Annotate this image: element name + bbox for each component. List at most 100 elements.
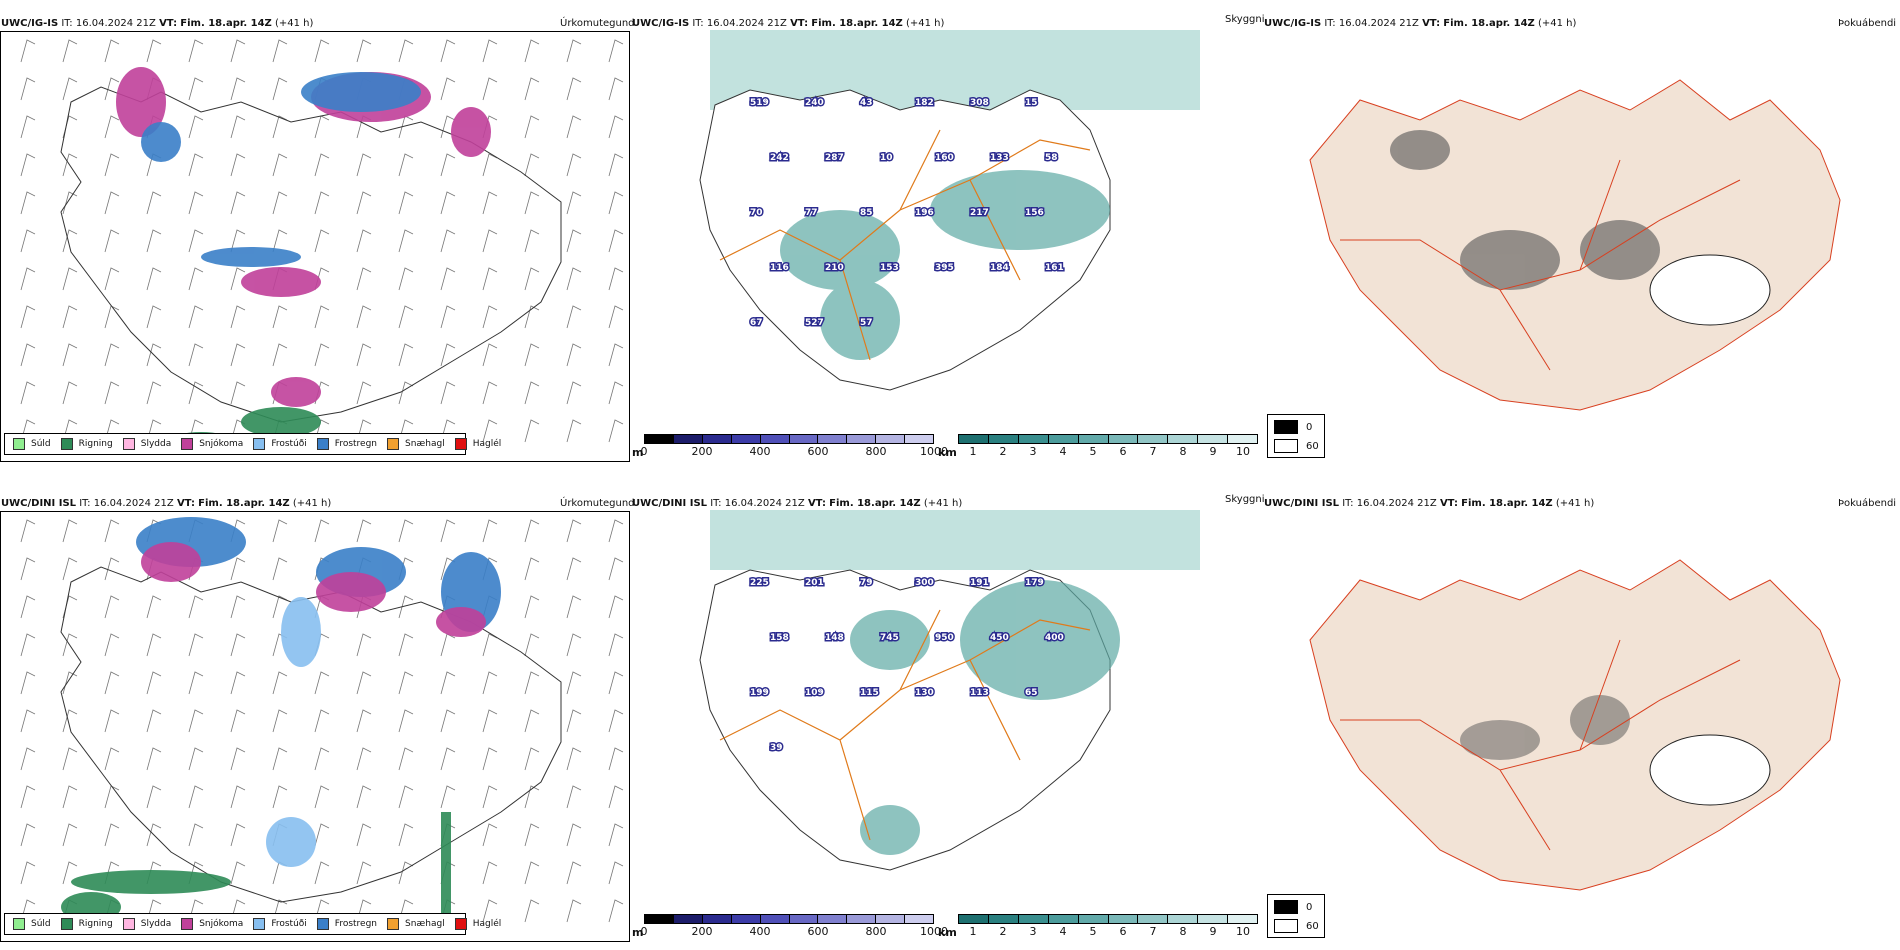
wind-barb bbox=[272, 305, 288, 329]
wind-barb bbox=[440, 267, 456, 291]
colorbar-cell bbox=[702, 435, 732, 443]
visibility-colorbar-2: 1 2 3 4 5 6 7 8 9 10 bbox=[958, 914, 1258, 938]
colorbar-cell bbox=[645, 435, 674, 443]
wind-barb bbox=[62, 747, 78, 771]
legend-item: Snjókoma bbox=[181, 438, 243, 450]
wind-barb bbox=[440, 519, 456, 543]
wind-barb bbox=[20, 39, 36, 63]
visibility-map-2[interactable]: 225 201 79 300 191 179 158 148 745 950 450 400 199 10… bbox=[640, 510, 1240, 910]
wind-barb bbox=[482, 519, 498, 543]
wind-barb bbox=[20, 191, 36, 215]
legend-swatch bbox=[316, 438, 329, 450]
legend-item: Haglél bbox=[454, 918, 501, 930]
colorbar-tick: 1 bbox=[969, 925, 977, 938]
wind-barb bbox=[566, 77, 582, 101]
wind-barb bbox=[608, 785, 624, 809]
wind-barb bbox=[440, 747, 456, 771]
cloudbase-label: 115 bbox=[860, 688, 879, 698]
legend-swatch bbox=[253, 918, 266, 930]
wind-barb bbox=[356, 633, 372, 657]
legend-item: Haglél bbox=[454, 438, 501, 450]
iceland-outline bbox=[60, 86, 562, 423]
wind-barb bbox=[440, 557, 456, 581]
wind-barb bbox=[608, 595, 624, 619]
precip-map-2[interactable] bbox=[0, 511, 630, 942]
cloudbase-label: 199 bbox=[750, 688, 769, 698]
wind-barb bbox=[188, 381, 204, 405]
colorbar-cell bbox=[1138, 915, 1169, 923]
wind-barb bbox=[398, 823, 414, 847]
fog-map-1[interactable] bbox=[1300, 40, 1860, 420]
wind-barb bbox=[356, 519, 372, 543]
colorbar-cell bbox=[731, 915, 761, 923]
wind-barb bbox=[524, 633, 540, 657]
wind-barb bbox=[314, 747, 330, 771]
wind-barb bbox=[20, 557, 36, 581]
wind-barb bbox=[62, 229, 78, 253]
wind-barb bbox=[608, 861, 624, 885]
colorbar-tick: 6 bbox=[1119, 925, 1127, 938]
wind-barb bbox=[482, 899, 498, 923]
fog-map-2[interactable] bbox=[1300, 520, 1860, 900]
panel-header-precip-2: UWC/DINI ISL IT: 16.04.2024 21Z VT: Fim.… bbox=[1, 498, 332, 509]
wind-barb bbox=[482, 785, 498, 809]
colorbar-cell bbox=[959, 435, 989, 443]
wind-barb bbox=[20, 861, 36, 885]
wind-barb bbox=[230, 115, 246, 139]
cloudbase-label: 527 bbox=[805, 318, 824, 328]
colorbar-tick: 600 bbox=[807, 925, 829, 938]
wind-barb bbox=[440, 633, 456, 657]
panel-header-visibility-2: UWC/DINI ISL IT: 16.04.2024 21Z VT: Fim.… bbox=[632, 498, 963, 509]
precip-map-svg-2 bbox=[20, 517, 624, 932]
colorbar-tick: 4 bbox=[1059, 925, 1067, 938]
colorbar-cell bbox=[988, 915, 1019, 923]
visibility-map-1[interactable]: 519 240 43 182 308 15 242 287 10 160 133 58 70 77 85 19… bbox=[640, 30, 1240, 430]
cloudbase-label: 184 bbox=[990, 263, 1009, 273]
fog-legend-2: 0 60 bbox=[1267, 894, 1325, 938]
colorbar-cell bbox=[1048, 915, 1079, 923]
wind-barb bbox=[104, 747, 120, 771]
wind-barb bbox=[356, 747, 372, 771]
wind-barb bbox=[314, 823, 330, 847]
wind-barb bbox=[272, 519, 288, 543]
wind-barb bbox=[272, 115, 288, 139]
snow-areas bbox=[141, 542, 486, 637]
cloudbase-label: 287 bbox=[825, 153, 844, 163]
colorbar-cell bbox=[1018, 915, 1049, 923]
legend-item: Súld bbox=[13, 438, 51, 450]
cloudbase-label: 210 bbox=[825, 263, 844, 273]
wind-barb bbox=[188, 595, 204, 619]
precip-map-1[interactable] bbox=[0, 31, 630, 462]
visibility-colorbar-1: 1 2 3 4 5 6 7 8 9 10 bbox=[958, 434, 1258, 458]
colorbar-tick: 200 bbox=[691, 925, 713, 938]
wind-barb bbox=[608, 709, 624, 733]
cloudbase-label: 950 bbox=[935, 633, 954, 643]
colorbar-cell bbox=[645, 915, 674, 923]
wind-barb bbox=[356, 191, 372, 215]
wind-barb bbox=[230, 267, 246, 291]
wind-barb bbox=[482, 191, 498, 215]
wind-barb bbox=[356, 381, 372, 405]
legend-swatch bbox=[454, 438, 467, 450]
wind-barb bbox=[104, 343, 120, 367]
wind-barb bbox=[104, 305, 120, 329]
colorbar-cell bbox=[673, 915, 703, 923]
snow-areas bbox=[116, 67, 491, 407]
wind-barb bbox=[356, 671, 372, 695]
colorbar-tick: 800 bbox=[865, 445, 887, 458]
wind-barb bbox=[440, 785, 456, 809]
wind-barb bbox=[146, 229, 162, 253]
wind-barb bbox=[146, 267, 162, 291]
legend-swatch bbox=[253, 438, 266, 450]
wind-barb bbox=[272, 77, 288, 101]
colorbar-cell bbox=[1168, 435, 1199, 443]
iceland-outline bbox=[60, 566, 562, 903]
colorbar-cell bbox=[959, 915, 989, 923]
cloudbase-label: 300 bbox=[915, 578, 934, 588]
precip-title-1: Úrkomutegund bbox=[560, 18, 635, 29]
wind-barb bbox=[20, 267, 36, 291]
cloudbase-label: 15 bbox=[1025, 98, 1038, 108]
wind-barb bbox=[314, 671, 330, 695]
cloudbase-label: 191 bbox=[970, 578, 989, 588]
cloudbase-unit-1: m bbox=[632, 446, 644, 459]
